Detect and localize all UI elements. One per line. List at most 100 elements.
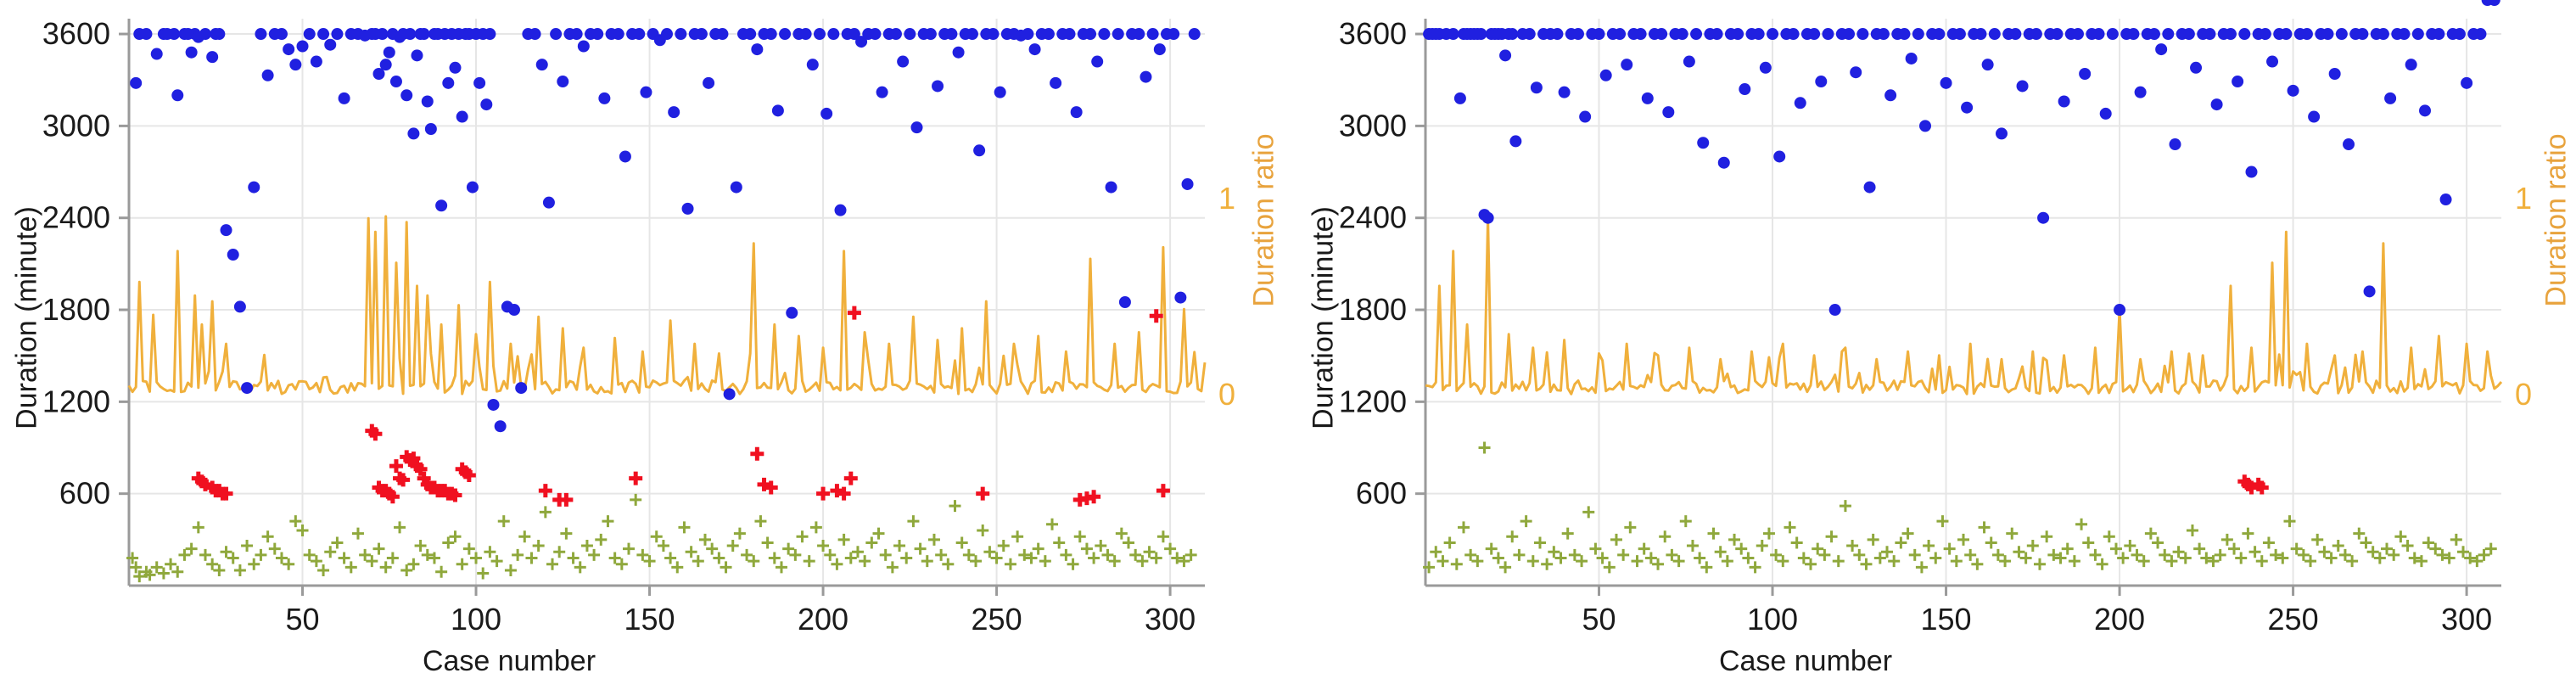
green-plus-marker [421, 548, 434, 561]
blue-point-marker [213, 28, 226, 41]
blue-point-marker [723, 388, 736, 401]
green-plus-marker [1164, 542, 1177, 555]
green-plus-marker [2075, 518, 2088, 530]
blue-point-marker [779, 28, 792, 41]
blue-point-marker [199, 28, 211, 41]
green-plus-marker [2408, 552, 2421, 564]
red-plus-marker [385, 490, 400, 504]
green-plus-marker [192, 521, 204, 534]
red-plus-marker [413, 462, 428, 476]
blue-point-marker [910, 121, 923, 134]
blue-series-group [1423, 0, 2500, 317]
blue-point-marker [411, 49, 423, 62]
green-plus-marker [837, 533, 850, 546]
y-tick-label: 2400 [42, 200, 110, 235]
blue-point-marker [487, 398, 500, 411]
blue-point-marker [2232, 76, 2244, 88]
blue-point-marker [1509, 135, 1522, 148]
green-plus-marker [692, 555, 704, 568]
green-plus-marker [560, 527, 573, 540]
green-plus-marker [490, 555, 503, 568]
green-plus-marker [1714, 546, 1727, 558]
blue-point-marker [2356, 28, 2369, 41]
blue-point-marker [2300, 28, 2313, 41]
green-plus-marker [608, 552, 621, 564]
blue-point-marker [1822, 28, 1834, 41]
green-plus-marker [2443, 552, 2456, 564]
blue-point-marker [598, 92, 611, 104]
blue-point-marker [633, 28, 646, 41]
blue-point-marker [296, 40, 309, 53]
x-tick-label: 150 [1921, 602, 1972, 637]
green-plus-marker [990, 552, 1003, 564]
blue-point-marker [1063, 28, 1076, 41]
blue-point-marker [716, 28, 729, 41]
blue-point-marker [799, 28, 812, 41]
green-plus-marker [1053, 536, 1066, 549]
blue-point-marker [1898, 28, 1911, 41]
green-plus-marker [1672, 555, 1685, 568]
blue-point-marker [275, 28, 288, 41]
green-plus-marker [477, 567, 490, 580]
blue-point-marker [255, 28, 267, 41]
blue-point-marker [1188, 28, 1201, 41]
blue-point-marker [1571, 28, 1584, 41]
blue-point-marker [924, 28, 937, 41]
y-tick-label: 3600 [42, 16, 110, 51]
green-plus-marker [2193, 542, 2206, 555]
green-plus-marker [2200, 552, 2213, 564]
green-plus-marker [2220, 533, 2233, 546]
blue-point-marker [1453, 92, 1466, 104]
green-plus-marker [2262, 536, 2275, 549]
red-plus-marker [2254, 480, 2269, 495]
green-plus-marker [414, 540, 427, 553]
green-plus-marker [768, 552, 781, 564]
green-plus-marker [1818, 548, 1831, 561]
blue-point-marker [2377, 28, 2389, 41]
chart-panel-right: Duration (minute) Duration ratio Case nu… [1288, 0, 2576, 690]
green-plus-marker [227, 552, 239, 564]
red-plus-marker [1149, 309, 1163, 323]
y-tick-label: 3000 [1339, 108, 1407, 143]
blue-point-marker [2071, 28, 2084, 41]
green-plus-marker [2394, 530, 2407, 543]
blue-point-marker [2280, 28, 2293, 41]
green-plus-marker [2276, 552, 2289, 564]
x-tick-label: 300 [2441, 602, 2492, 637]
blue-point-marker [1181, 177, 1194, 190]
y-tick-label: 3600 [1339, 16, 1407, 51]
green-plus-marker [372, 542, 385, 555]
duration-ratio-line [1425, 216, 2503, 395]
plot-background [1425, 19, 2501, 586]
green-plus-marker [1964, 548, 1977, 561]
green-plus-marker [1686, 540, 1699, 553]
green-plus-marker [157, 567, 170, 580]
red-plus-marker [198, 477, 212, 491]
green-plus-marker [449, 530, 462, 543]
blue-point-marker [973, 144, 986, 157]
red-plus-marker [1087, 490, 1101, 504]
x-tick-label: 100 [451, 602, 501, 637]
green-plus-marker [1881, 546, 1894, 558]
green-plus-marker [2436, 548, 2449, 561]
blue-point-marker [372, 67, 385, 80]
blue-point-marker [2127, 28, 2140, 41]
green-plus-marker [803, 555, 815, 568]
green-plus-marker [2186, 525, 2198, 537]
green-plus-marker [942, 558, 955, 570]
blue-point-marker [2433, 28, 2445, 41]
x-tick-label: 50 [1582, 602, 1616, 637]
blue-point-marker [1118, 296, 1131, 308]
y-tick-label-right-zero: 0 [1218, 377, 1235, 412]
blue-point-marker [1961, 101, 1974, 114]
blue-point-marker [1028, 43, 1041, 56]
green-plus-marker [955, 536, 968, 549]
green-plus-marker [1046, 518, 1059, 530]
green-plus-marker [650, 530, 663, 543]
blue-point-marker [661, 28, 673, 41]
green-plus-marker [1923, 540, 1935, 553]
blue-point-marker [171, 89, 184, 102]
blue-point-marker [2030, 28, 2042, 41]
y-axis-label-right-right-panel: Duration ratio [2540, 133, 2573, 307]
